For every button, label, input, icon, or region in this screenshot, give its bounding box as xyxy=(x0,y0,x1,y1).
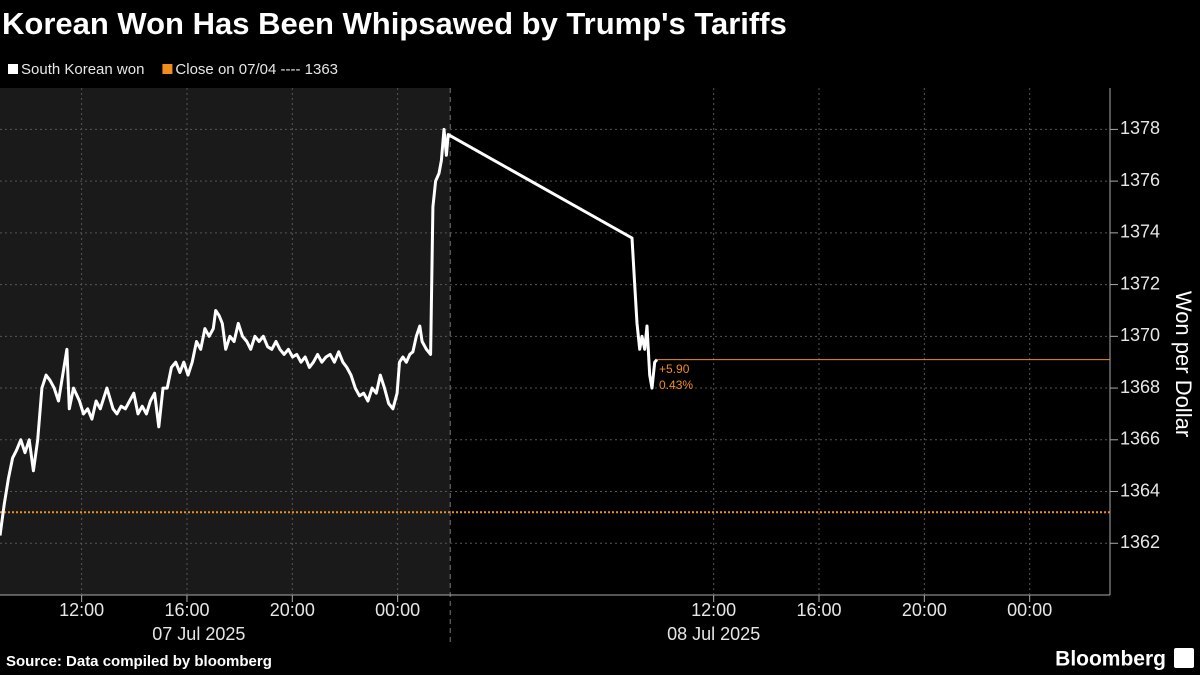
change-annotation: +5.90 xyxy=(659,362,690,376)
y-tick-label: 1376 xyxy=(1120,170,1160,190)
x-date-label: 07 Jul 2025 xyxy=(152,624,245,644)
change-annotation: 0.43% xyxy=(659,378,693,392)
brand: Bloomberg xyxy=(1055,648,1166,671)
x-tick-label: 12:00 xyxy=(691,600,736,620)
y-tick-label: 1372 xyxy=(1120,273,1160,293)
legend-label: Close on 07/04 ---- 1363 xyxy=(175,61,338,78)
x-tick-label: 20:00 xyxy=(902,600,947,620)
legend-label: South Korean won xyxy=(21,61,144,78)
brand-icon xyxy=(1174,648,1194,668)
y-tick-label: 1362 xyxy=(1120,532,1160,552)
x-tick-label: 20:00 xyxy=(270,600,315,620)
y-tick-label: 1378 xyxy=(1120,118,1160,138)
chart-title: Korean Won Has Been Whipsawed by Trump's… xyxy=(2,6,787,41)
x-date-label: 08 Jul 2025 xyxy=(667,624,760,644)
y-axis-label: Won per Dollar xyxy=(1171,291,1196,437)
x-tick-label: 16:00 xyxy=(796,600,841,620)
series-line xyxy=(0,127,659,536)
y-tick-label: 1368 xyxy=(1120,377,1160,397)
x-tick-label: 12:00 xyxy=(59,600,104,620)
legend-swatch xyxy=(162,64,173,74)
y-tick-label: 1366 xyxy=(1120,429,1160,449)
legend-swatch xyxy=(8,64,18,74)
source: Source: Data compiled by bloomberg xyxy=(6,653,272,670)
x-tick-label: 00:00 xyxy=(375,600,420,620)
x-tick-label: 16:00 xyxy=(164,600,209,620)
y-tick-label: 1364 xyxy=(1120,480,1160,500)
x-tick-label: 00:00 xyxy=(1007,600,1052,620)
y-tick-label: 1370 xyxy=(1120,325,1160,345)
y-tick-label: 1374 xyxy=(1120,222,1160,242)
